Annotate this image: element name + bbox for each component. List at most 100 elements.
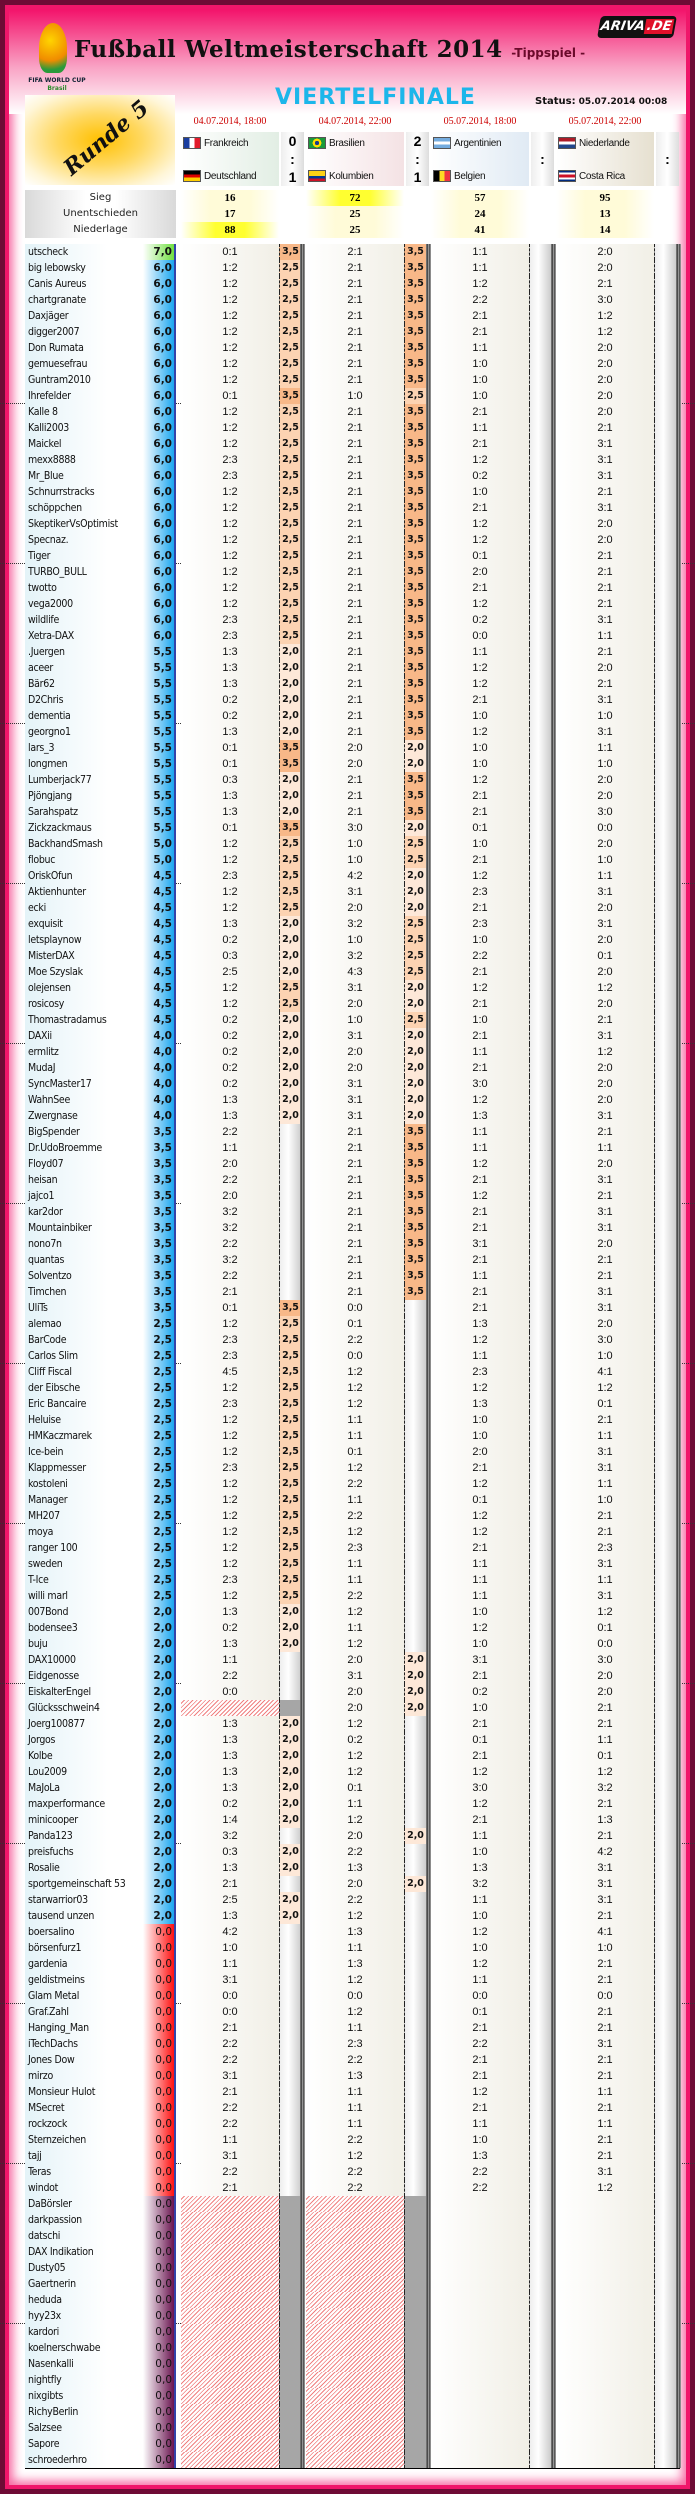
player-name[interactable]: Timchen — [25, 1284, 143, 1300]
player-name[interactable]: koelnerschwabe — [25, 2340, 143, 2356]
player-name[interactable]: willi marl — [25, 1588, 143, 1604]
player-name[interactable]: darkpassion — [25, 2212, 143, 2228]
player-name[interactable]: heisan — [25, 1172, 143, 1188]
player-name[interactable]: preisfuchs — [25, 1844, 143, 1860]
player-name[interactable]: olejensen — [25, 980, 143, 996]
player-name[interactable]: sweden — [25, 1556, 143, 1572]
player-name[interactable]: RichyBerlin — [25, 2404, 143, 2420]
player-name[interactable]: tausend unzen — [25, 1908, 143, 1924]
player-name[interactable]: dementia — [25, 708, 143, 724]
player-name[interactable]: aceer — [25, 660, 143, 676]
player-name[interactable]: Ice-bein — [25, 1444, 143, 1460]
player-name[interactable]: rosicosy — [25, 996, 143, 1012]
player-name[interactable]: Kalle 8 — [25, 404, 143, 420]
player-name[interactable]: Schnurrstracks — [25, 484, 143, 500]
player-name[interactable]: BarCode — [25, 1332, 143, 1348]
player-name[interactable]: Maickel — [25, 436, 143, 452]
player-name[interactable]: datschi — [25, 2228, 143, 2244]
player-name[interactable]: Joerg100877 — [25, 1716, 143, 1732]
player-name[interactable]: tajj — [25, 2148, 143, 2164]
player-name[interactable]: Gaertnerin — [25, 2276, 143, 2292]
player-name[interactable]: DAXii — [25, 1028, 143, 1044]
player-name[interactable]: Glücksschwein4 — [25, 1700, 143, 1716]
player-name[interactable]: Pjöngjang — [25, 788, 143, 804]
player-name[interactable]: Solventzo — [25, 1268, 143, 1284]
player-name[interactable]: digger2007 — [25, 324, 143, 340]
player-name[interactable]: 007Bond — [25, 1604, 143, 1620]
player-name[interactable]: der Eibsche — [25, 1380, 143, 1396]
player-name[interactable]: Eidgenosse — [25, 1668, 143, 1684]
player-name[interactable]: Eric Bancaire — [25, 1396, 143, 1412]
player-name[interactable]: Jorgos — [25, 1732, 143, 1748]
player-name[interactable]: BackhandSmash — [25, 836, 143, 852]
player-name[interactable]: MSecret — [25, 2100, 143, 2116]
player-name[interactable]: iTechDachs — [25, 2036, 143, 2052]
player-name[interactable]: ranger 100 — [25, 1540, 143, 1556]
player-name[interactable]: TURBO_BULL — [25, 564, 143, 580]
player-name[interactable]: Aktienhunter — [25, 884, 143, 900]
player-name[interactable]: vega2000 — [25, 596, 143, 612]
player-name[interactable]: Daxjäger — [25, 308, 143, 324]
player-name[interactable]: OriskOfun — [25, 868, 143, 884]
player-name[interactable]: nixgibts — [25, 2388, 143, 2404]
player-name[interactable]: Carlos Slim — [25, 1348, 143, 1364]
player-name[interactable]: georgno1 — [25, 724, 143, 740]
player-name[interactable]: bodensee3 — [25, 1620, 143, 1636]
player-name[interactable]: mexx8888 — [25, 452, 143, 468]
player-name[interactable]: kardori — [25, 2324, 143, 2340]
player-name[interactable]: Glam Metal — [25, 1988, 143, 2004]
player-name[interactable]: heduda — [25, 2292, 143, 2308]
player-name[interactable]: MH207 — [25, 1508, 143, 1524]
player-name[interactable]: Salzsee — [25, 2420, 143, 2436]
player-name[interactable]: Lumberjack77 — [25, 772, 143, 788]
player-name[interactable]: Monsieur Hulot — [25, 2084, 143, 2100]
player-name[interactable]: Sternzeichen — [25, 2132, 143, 2148]
player-name[interactable]: kostoleni — [25, 1476, 143, 1492]
player-name[interactable]: exquisit — [25, 916, 143, 932]
player-name[interactable]: SyncMaster17 — [25, 1076, 143, 1092]
player-name[interactable]: Specnaz. — [25, 532, 143, 548]
player-name[interactable]: ermlitz — [25, 1044, 143, 1060]
player-name[interactable]: Bär62 — [25, 676, 143, 692]
player-name[interactable]: BigSpender — [25, 1124, 143, 1140]
player-name[interactable]: SkeptikerVsOptimist — [25, 516, 143, 532]
player-name[interactable]: Cliff Fiscal — [25, 1364, 143, 1380]
player-name[interactable]: Dusty05 — [25, 2260, 143, 2276]
player-name[interactable]: Panda123 — [25, 1828, 143, 1844]
player-name[interactable]: D2Chris — [25, 692, 143, 708]
player-name[interactable]: .Juergen — [25, 644, 143, 660]
player-name[interactable]: maxperformance — [25, 1796, 143, 1812]
player-name[interactable]: gardenia — [25, 1956, 143, 1972]
player-name[interactable]: HMKaczmarek — [25, 1428, 143, 1444]
player-name[interactable]: Canis Aureus — [25, 276, 143, 292]
player-name[interactable]: Sapore — [25, 2436, 143, 2452]
player-name[interactable]: Thomastradamus — [25, 1012, 143, 1028]
player-name[interactable]: T-Ice — [25, 1572, 143, 1588]
player-name[interactable]: MisterDAX — [25, 948, 143, 964]
player-name[interactable]: Kolbe — [25, 1748, 143, 1764]
player-name[interactable]: Heluise — [25, 1412, 143, 1428]
player-name[interactable]: Teras — [25, 2164, 143, 2180]
player-name[interactable]: geldistmeins — [25, 1972, 143, 1988]
player-name[interactable]: flobuc — [25, 852, 143, 868]
player-name[interactable]: sportgemeinschaft 53 — [25, 1876, 143, 1892]
player-name[interactable]: wildlife — [25, 612, 143, 628]
player-name[interactable]: gemuesefrau — [25, 356, 143, 372]
player-name[interactable]: ecki — [25, 900, 143, 916]
player-name[interactable]: big lebowsky — [25, 260, 143, 276]
player-name[interactable]: Lou2009 — [25, 1764, 143, 1780]
player-name[interactable]: Tiger — [25, 548, 143, 564]
player-name[interactable]: letsplaynow — [25, 932, 143, 948]
player-name[interactable]: alemao — [25, 1316, 143, 1332]
player-name[interactable]: utscheck — [25, 244, 143, 260]
player-name[interactable]: Nasenkalli — [25, 2356, 143, 2372]
player-name[interactable]: Ihrefelder — [25, 388, 143, 404]
player-name[interactable]: Zickzackmaus — [25, 820, 143, 836]
player-name[interactable]: minicooper — [25, 1812, 143, 1828]
player-name[interactable]: Mr_Blue — [25, 468, 143, 484]
player-name[interactable]: Moe Szyslak — [25, 964, 143, 980]
player-name[interactable]: Zwergnase — [25, 1108, 143, 1124]
player-name[interactable]: Kalli2003 — [25, 420, 143, 436]
player-name[interactable]: jajco1 — [25, 1188, 143, 1204]
player-name[interactable]: Floyd07 — [25, 1156, 143, 1172]
